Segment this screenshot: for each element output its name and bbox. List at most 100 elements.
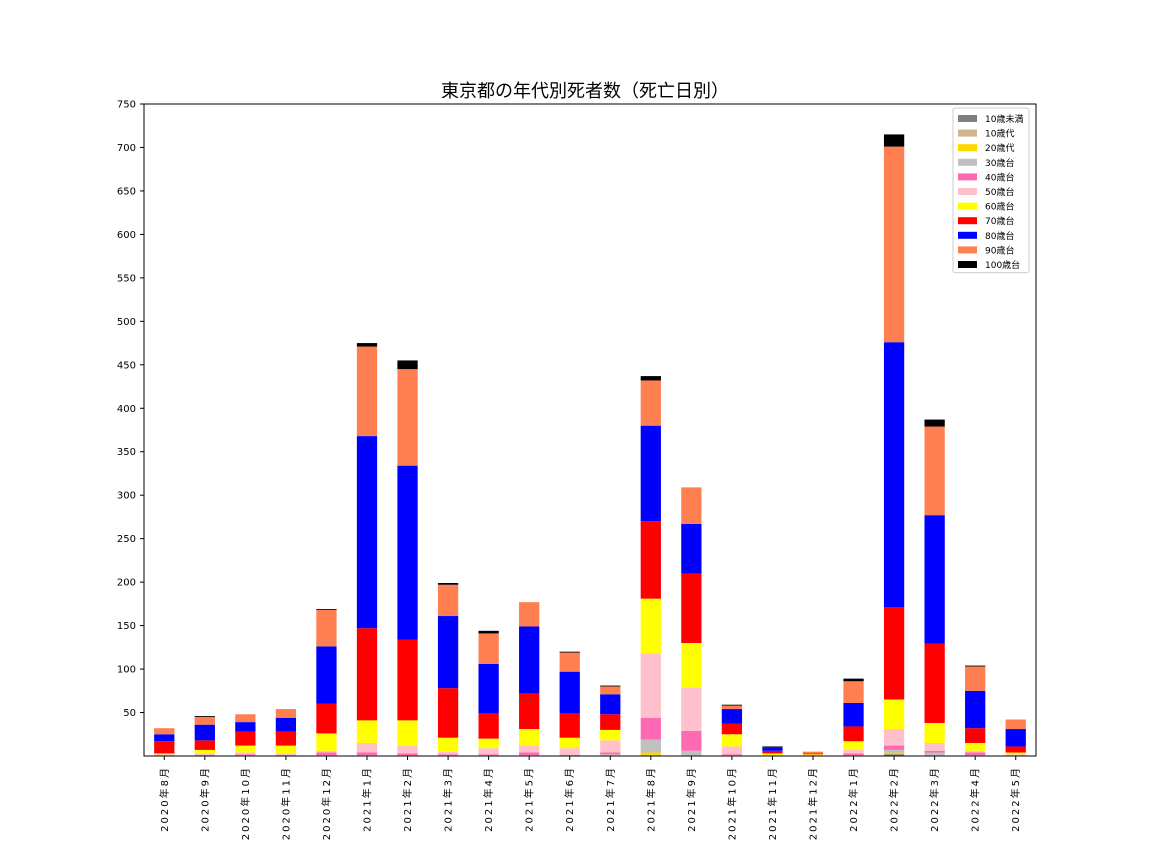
legend-swatch-9 [958, 231, 977, 239]
bar-segment-19-1 [883, 754, 905, 756]
bar-segment-4-10 [275, 709, 297, 718]
legend-swatch-11 [958, 261, 977, 268]
bar-segment-21-10 [965, 666, 986, 691]
legend-swatch-5 [958, 173, 977, 181]
bar-segment-16-9 [762, 747, 783, 751]
bar-segment-20-8 [924, 643, 945, 723]
bar-segment-8-10 [437, 584, 459, 617]
x-axis: 2020年8月 2020年9月 2020年10月 2020年11月 2020年12月 20… [158, 756, 1022, 840]
bar-segment-20-9 [924, 515, 945, 644]
bar-segment-3-5 [235, 754, 256, 756]
bar-segment-18-11 [843, 678, 864, 682]
bar-segment-3-7 [235, 745, 256, 753]
legend-swatch-7 [958, 202, 977, 210]
bar-segment-5-6 [316, 750, 337, 753]
bar-segment-6-8 [356, 628, 378, 721]
bar-segment-10-5 [519, 752, 540, 756]
x-tick-label-2: 2020年9月 [198, 766, 211, 832]
legend-swatch-2 [958, 129, 977, 137]
bar-segment-17-8 [802, 753, 824, 755]
y-tick-label-3: 150 [117, 621, 136, 632]
bar-segment-20-5 [924, 750, 945, 753]
y-tick-label-6: 300 [117, 491, 136, 502]
bar-segment-17-7 [802, 754, 824, 756]
bar-segment-8-11 [437, 583, 459, 585]
bar-segment-19-6 [883, 729, 905, 746]
y-tick-label-14: 700 [117, 143, 136, 154]
bar-segment-2-9 [194, 724, 215, 741]
bar-segment-6-9 [356, 436, 378, 629]
legend-label-10: 90歳台 [985, 244, 1014, 256]
legend-label-9: 80歳台 [985, 230, 1014, 242]
bar-segment-9-8 [478, 713, 499, 739]
bar-segment-4-6 [275, 753, 297, 756]
bar-segment-6-11 [356, 343, 378, 347]
y-tick-label-13: 650 [117, 186, 136, 197]
bar-segment-18-9 [843, 702, 864, 727]
bar-segment-4-8 [275, 731, 297, 746]
bar-segment-11-10 [559, 652, 580, 672]
bar-segment-12-8 [600, 714, 621, 730]
bar-segment-9-5 [478, 754, 499, 756]
legend-label-1: 10歳未満 [985, 113, 1023, 125]
bar-segment-22-8 [1005, 746, 1026, 753]
bar-segment-15-10 [721, 705, 743, 710]
bar-segment-22-9 [1005, 729, 1026, 747]
bar-segment-11-6 [559, 748, 580, 756]
y-tick-label-15: 750 [117, 100, 136, 111]
bar-segment-3-6 [235, 752, 256, 755]
bar-segment-2-7 [194, 749, 215, 754]
bar-segment-15-7 [721, 734, 743, 747]
bar-segment-6-7 [356, 720, 378, 743]
bar-segment-7-8 [397, 639, 418, 721]
bar-segment-19-7 [883, 699, 905, 730]
x-tick-label-21: 2022年4月 [969, 766, 982, 832]
bar-segment-1-9 [154, 734, 175, 742]
x-tick-label-1: 2020年8月 [158, 766, 171, 832]
bar-segment-16-8 [762, 750, 783, 754]
y-tick-label-12: 600 [117, 230, 136, 241]
bar-segment-13-6 [640, 653, 661, 718]
bar-segment-19-3 [883, 752, 905, 754]
chart-title: 東京都の年代別死者数（死亡日別） [441, 81, 729, 102]
bar-segment-9-6 [478, 748, 499, 755]
legend: 10歳未満 10歳代 20歳代 30歳台 40歳台 50歳台 60歳台 70歳台 80歳台 90歳… [952, 107, 1030, 274]
legend-label-3: 20歳代 [985, 142, 1014, 154]
bar-segment-12-10 [600, 686, 621, 695]
bar-segment-9-10 [478, 633, 499, 664]
bar-segment-15-6 [721, 746, 743, 755]
bar-segment-5-11 [316, 609, 337, 610]
y-tick-label-9: 450 [117, 360, 136, 371]
y-tick-label-7: 350 [117, 447, 136, 458]
x-tick-label-19: 2022年2月 [888, 766, 901, 832]
bar-segment-19-9 [883, 342, 905, 608]
bar-segment-7-11 [397, 360, 418, 370]
bar-segment-13-7 [640, 598, 661, 654]
x-tick-label-9: 2021年4月 [482, 766, 495, 832]
bar-segment-1-6 [154, 754, 175, 756]
bar-segment-2-10 [194, 716, 215, 725]
bar-segment-14-8 [681, 573, 702, 643]
bar-segment-13-8 [640, 521, 661, 599]
bar-segment-4-9 [275, 717, 297, 732]
bar-segment-7-6 [397, 745, 418, 754]
bar-segment-14-10 [681, 487, 702, 524]
bar-segment-15-8 [721, 723, 743, 735]
bar-segment-19-2 [883, 753, 905, 755]
bar-segment-19-10 [883, 146, 905, 343]
y-axis: 50 100 150 200 250 300 350 400 450 500 550 600 650 70… [117, 100, 144, 719]
bar-segment-10-8 [519, 693, 540, 730]
x-tick-label-16: 2021年11月 [766, 766, 779, 840]
legend-label-6: 50歳台 [985, 186, 1014, 198]
bar-segment-21-11 [965, 665, 986, 667]
bar-segment-7-7 [397, 720, 418, 746]
bar-segment-10-6 [519, 745, 540, 753]
bar-segment-5-10 [316, 609, 337, 647]
bar-segment-12-6 [600, 740, 621, 753]
bar-segment-16-11 [762, 746, 783, 748]
bar-segment-6-6 [356, 742, 378, 753]
bar-segment-19-4 [883, 749, 905, 753]
x-tick-label-4: 2020年11月 [279, 766, 292, 840]
bar-segment-20-7 [924, 722, 945, 743]
